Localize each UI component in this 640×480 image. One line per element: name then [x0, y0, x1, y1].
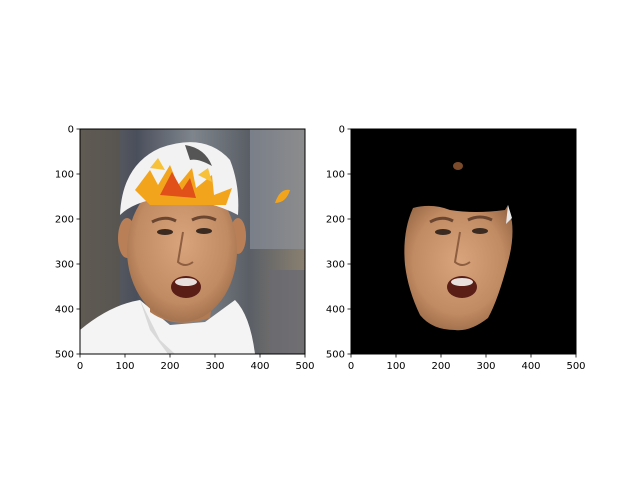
right-y-tick-label: 200 — [326, 215, 345, 226]
left-x-tick-label: 500 — [295, 361, 314, 372]
right-y-tick-label: 500 — [326, 350, 345, 361]
left-y-tick-label: 200 — [55, 215, 74, 226]
right-y-tick-label: 400 — [326, 305, 345, 316]
left-x-tick-label: 300 — [205, 361, 224, 372]
right-x-tick-label: 100 — [386, 361, 405, 372]
right-x-tick-label: 200 — [431, 361, 450, 372]
left-y-tick-label: 500 — [55, 350, 74, 361]
segmented-face — [351, 129, 576, 354]
right-x-tick-label: 400 — [521, 361, 540, 372]
left-axes-frame — [79, 128, 306, 355]
right-y-tick-label: 300 — [326, 260, 345, 271]
left-panel: 0 100 200 300 400 500 0 100 200 300 400 500 — [55, 125, 315, 373]
right-panel: 0 100 200 300 400 500 0 100 200 300 400 500 — [326, 125, 586, 373]
falling-leaf — [275, 189, 290, 203]
original-image — [80, 129, 305, 354]
left-x-tick-label: 100 — [115, 361, 134, 372]
left-x-tick-label: 400 — [250, 361, 269, 372]
right-x-tick-label: 300 — [476, 361, 495, 372]
right-y-tick-label: 100 — [326, 170, 345, 181]
right-axes-frame — [350, 128, 577, 355]
left-y-tick-label: 0 — [68, 125, 74, 136]
left-y-tick-label: 100 — [55, 170, 74, 181]
right-x-tick-label: 0 — [348, 361, 354, 372]
left-x-tick-label: 200 — [160, 361, 179, 372]
leaf-crown — [135, 158, 232, 205]
left-x-axis: 0 100 200 300 400 500 — [77, 354, 315, 372]
left-y-tick-label: 400 — [55, 305, 74, 316]
right-y-axis: 0 100 200 300 400 500 — [326, 125, 351, 361]
left-y-tick-label: 300 — [55, 260, 74, 271]
left-x-tick-label: 0 — [77, 361, 83, 372]
right-x-tick-label: 500 — [566, 361, 585, 372]
left-y-axis: 0 100 200 300 400 500 — [55, 125, 80, 361]
right-x-axis: 0 100 200 300 400 500 — [348, 354, 586, 372]
right-y-tick-label: 0 — [339, 125, 345, 136]
